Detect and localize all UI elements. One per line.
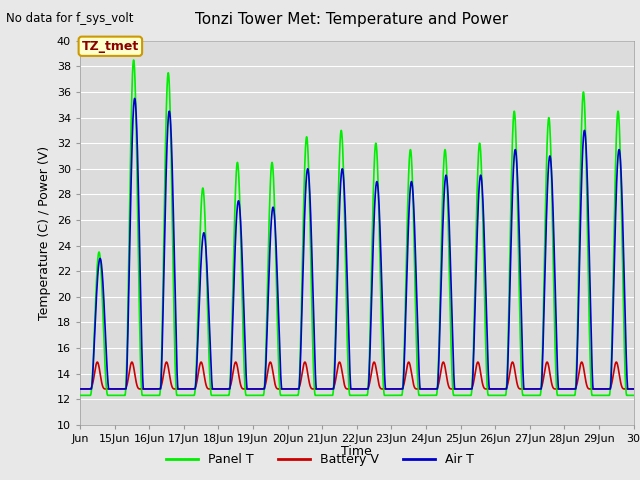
Panel T <box>428 393 436 398</box>
Battery V <box>624 386 632 392</box>
Line: Battery V: Battery V <box>80 362 634 389</box>
Panel T <box>189 393 197 398</box>
Battery V <box>428 386 436 392</box>
Panel T <box>130 57 138 63</box>
Line: Panel T: Panel T <box>80 60 634 396</box>
Panel T <box>76 393 84 398</box>
Text: TZ_tmet: TZ_tmet <box>82 40 139 53</box>
Text: Tonzi Tower Met: Temperature and Power: Tonzi Tower Met: Temperature and Power <box>195 12 509 27</box>
Air T <box>512 149 520 155</box>
Panel T <box>477 148 484 154</box>
Battery V <box>76 386 84 392</box>
Air T <box>630 386 637 392</box>
Air T <box>428 386 436 392</box>
Battery V <box>93 359 101 365</box>
Air T <box>545 156 553 162</box>
Panel T <box>624 393 632 398</box>
Legend: Panel T, Battery V, Air T: Panel T, Battery V, Air T <box>161 448 479 471</box>
Text: No data for f_sys_volt: No data for f_sys_volt <box>6 12 134 25</box>
Air T <box>76 386 84 392</box>
Line: Air T: Air T <box>80 98 634 389</box>
Panel T <box>545 116 553 121</box>
Panel T <box>630 393 637 398</box>
Battery V <box>189 386 197 392</box>
Air T <box>477 172 484 178</box>
X-axis label: Time: Time <box>341 445 372 458</box>
Air T <box>131 96 138 101</box>
Air T <box>189 386 197 392</box>
Y-axis label: Temperature (C) / Power (V): Temperature (C) / Power (V) <box>38 146 51 320</box>
Battery V <box>512 374 520 380</box>
Panel T <box>512 134 520 140</box>
Battery V <box>477 370 484 376</box>
Battery V <box>630 386 637 392</box>
Air T <box>624 385 632 391</box>
Battery V <box>545 366 553 372</box>
